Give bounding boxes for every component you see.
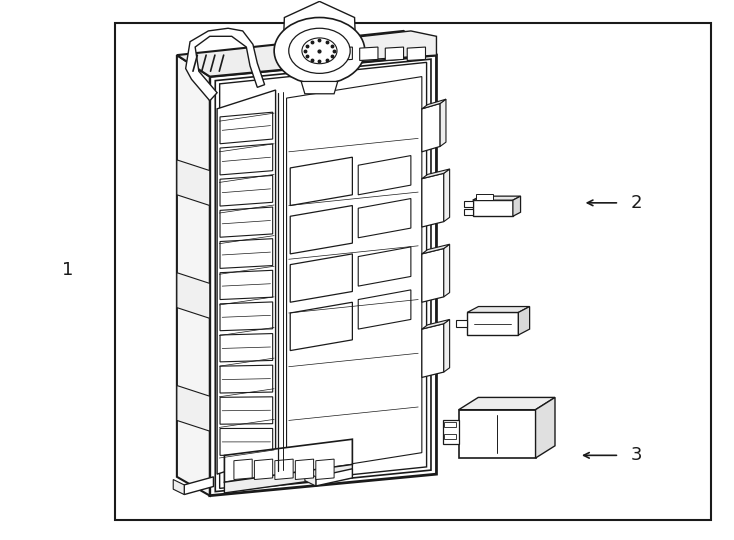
- Polygon shape: [220, 176, 272, 206]
- Polygon shape: [316, 459, 334, 480]
- Polygon shape: [444, 169, 450, 221]
- Polygon shape: [177, 273, 210, 319]
- Text: 2: 2: [631, 194, 642, 212]
- Polygon shape: [422, 320, 450, 329]
- Polygon shape: [290, 157, 352, 206]
- Polygon shape: [536, 397, 555, 458]
- Polygon shape: [225, 439, 352, 482]
- Polygon shape: [217, 90, 275, 474]
- Polygon shape: [457, 321, 467, 327]
- Polygon shape: [513, 196, 520, 217]
- Polygon shape: [334, 47, 352, 60]
- Text: 1: 1: [62, 261, 73, 279]
- Polygon shape: [444, 320, 450, 372]
- Polygon shape: [444, 434, 456, 439]
- Polygon shape: [220, 144, 272, 175]
- Polygon shape: [443, 421, 459, 443]
- Polygon shape: [464, 209, 473, 215]
- Polygon shape: [220, 112, 272, 144]
- Polygon shape: [220, 365, 272, 393]
- Polygon shape: [290, 302, 352, 350]
- Polygon shape: [225, 464, 352, 493]
- Polygon shape: [173, 480, 184, 495]
- Polygon shape: [177, 31, 437, 77]
- Polygon shape: [210, 55, 437, 496]
- Polygon shape: [467, 313, 518, 335]
- Polygon shape: [385, 47, 404, 60]
- Bar: [115, 23, 711, 520]
- Polygon shape: [467, 307, 530, 313]
- Polygon shape: [220, 239, 272, 268]
- Polygon shape: [286, 77, 422, 474]
- Circle shape: [274, 17, 365, 84]
- Polygon shape: [459, 410, 536, 458]
- Polygon shape: [360, 47, 378, 60]
- Polygon shape: [422, 244, 450, 254]
- Polygon shape: [407, 47, 426, 60]
- Polygon shape: [275, 459, 293, 480]
- Polygon shape: [220, 334, 272, 362]
- Polygon shape: [220, 302, 272, 330]
- Polygon shape: [301, 82, 338, 94]
- Polygon shape: [177, 160, 210, 206]
- Polygon shape: [295, 459, 313, 480]
- Polygon shape: [473, 200, 513, 217]
- Polygon shape: [422, 169, 450, 179]
- Polygon shape: [215, 59, 431, 491]
- Circle shape: [288, 28, 350, 73]
- Polygon shape: [444, 422, 456, 427]
- Polygon shape: [518, 307, 530, 335]
- Polygon shape: [459, 397, 555, 410]
- Polygon shape: [473, 196, 520, 200]
- Polygon shape: [358, 199, 411, 238]
- Polygon shape: [440, 99, 446, 146]
- Polygon shape: [444, 244, 450, 297]
- Circle shape: [302, 38, 337, 64]
- Polygon shape: [177, 386, 210, 431]
- Polygon shape: [290, 206, 352, 254]
- Polygon shape: [186, 28, 265, 101]
- Polygon shape: [422, 99, 446, 109]
- Polygon shape: [316, 31, 437, 63]
- Polygon shape: [316, 469, 352, 486]
- Polygon shape: [464, 201, 473, 207]
- Polygon shape: [358, 290, 411, 329]
- Polygon shape: [220, 207, 272, 237]
- Polygon shape: [422, 248, 444, 302]
- Polygon shape: [290, 254, 352, 302]
- Polygon shape: [476, 194, 493, 200]
- Polygon shape: [219, 62, 426, 488]
- Polygon shape: [422, 173, 444, 227]
- Polygon shape: [220, 428, 272, 455]
- Polygon shape: [255, 459, 272, 480]
- Polygon shape: [220, 397, 272, 424]
- Polygon shape: [220, 271, 272, 300]
- Polygon shape: [305, 471, 316, 486]
- Polygon shape: [184, 477, 214, 495]
- Polygon shape: [358, 156, 411, 195]
- Polygon shape: [177, 55, 210, 496]
- Polygon shape: [358, 247, 411, 286]
- Polygon shape: [234, 459, 252, 480]
- Text: 3: 3: [631, 447, 642, 464]
- Polygon shape: [283, 2, 356, 56]
- Polygon shape: [422, 104, 440, 152]
- Polygon shape: [422, 323, 444, 377]
